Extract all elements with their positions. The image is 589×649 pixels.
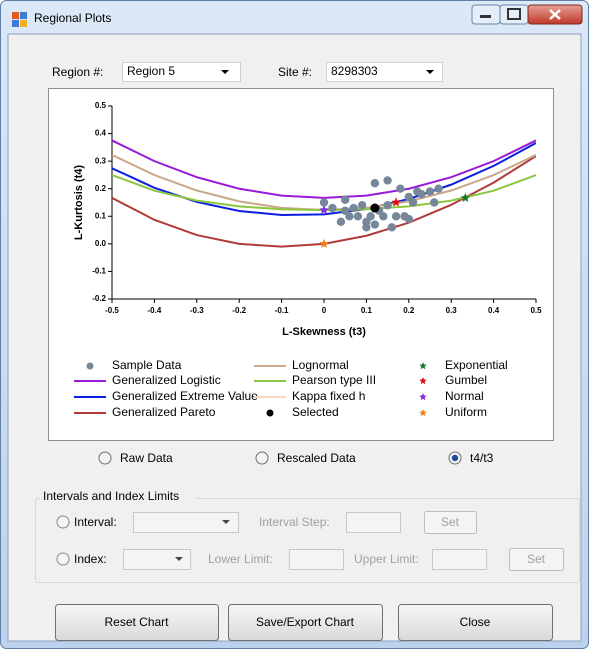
data-point	[362, 218, 370, 226]
data-point	[341, 196, 349, 204]
data-point	[388, 223, 396, 231]
button-label: Save/Export Chart	[256, 615, 355, 629]
y-tick-label: 0.5	[95, 101, 107, 110]
data-point	[383, 201, 391, 209]
page: Regional Plots Region #: Region 5 Site #…	[0, 0, 589, 649]
index-radio[interactable]	[57, 553, 69, 565]
legend-label: Gumbel	[445, 373, 487, 387]
x-tick-label: -0.4	[148, 306, 162, 315]
legend-label: Pearson type III	[292, 373, 376, 387]
legend-label: Generalized Pareto	[112, 405, 216, 419]
x-tick-label: -0.1	[275, 306, 289, 315]
legend-label: Exponential	[445, 358, 508, 372]
site-label: Site #:	[278, 65, 312, 79]
interval-step-input[interactable]	[347, 513, 401, 533]
radio-dot	[452, 455, 458, 461]
data-point	[354, 212, 362, 220]
set-index-text: Set	[527, 552, 546, 566]
data-point	[417, 190, 425, 198]
data-point	[341, 207, 349, 215]
set-interval-text: Set	[441, 515, 460, 529]
y-tick-label: 0.0	[95, 239, 107, 248]
data-point	[426, 187, 434, 195]
data-point	[405, 215, 413, 223]
index-label: Index:	[74, 552, 107, 566]
index-combo[interactable]	[124, 550, 191, 570]
legend-label: Generalized Logistic	[112, 373, 221, 387]
chart-panel	[49, 89, 554, 441]
data-point	[328, 204, 336, 212]
view-radio[interactable]	[449, 452, 461, 464]
data-point	[349, 204, 357, 212]
legend-swatch	[267, 410, 274, 417]
y-axis-title: L-Kurtosis (t4)	[73, 165, 85, 241]
data-point	[337, 218, 345, 226]
window-title: Regional Plots	[34, 11, 111, 25]
button-row: Reset Chart Save/Export Chart Close	[56, 605, 553, 641]
data-point	[371, 179, 379, 187]
view-radio[interactable]	[99, 452, 111, 464]
data-point	[379, 212, 387, 220]
legend-label: Sample Data	[112, 358, 182, 372]
x-tick-label: 0.5	[530, 306, 542, 315]
data-point	[358, 201, 366, 209]
x-tick-label: 0.2	[403, 306, 415, 315]
x-tick-label: -0.2	[232, 306, 246, 315]
legend-label: Lognormal	[292, 358, 349, 372]
window: Regional Plots Region #: Region 5 Site #…	[0, 0, 589, 649]
data-point	[371, 220, 379, 228]
y-tick-label: 0.2	[95, 184, 107, 193]
y-tick-label: -0.2	[92, 294, 106, 303]
x-tick-label: 0	[322, 306, 327, 315]
interval-combo[interactable]	[134, 513, 239, 533]
region-label: Region #:	[52, 65, 103, 79]
data-point	[392, 212, 400, 220]
upper-limit-label: Upper Limit:	[354, 552, 419, 566]
view-label: t4/t3	[470, 451, 494, 465]
button-label: Reset Chart	[104, 615, 169, 629]
x-tick-label: 0.1	[361, 306, 373, 315]
radio-circle	[99, 452, 111, 464]
data-point	[430, 198, 438, 206]
interval-radio[interactable]	[57, 516, 69, 528]
maximize-button[interactable]	[500, 5, 528, 24]
x-tick-label: -0.3	[190, 306, 204, 315]
interval-label: Interval:	[74, 515, 117, 529]
legend-label: Uniform	[445, 405, 487, 419]
interval-step-label: Interval Step:	[259, 515, 330, 529]
y-tick-label: 0.1	[95, 211, 107, 220]
site-value: 8298303	[331, 64, 378, 78]
data-point	[409, 198, 417, 206]
legend-label: Generalized Extreme Value	[112, 389, 258, 403]
x-tick-label: -0.5	[105, 306, 119, 315]
legend-label: Selected	[292, 405, 339, 419]
view-label: Raw Data	[120, 451, 173, 465]
y-tick-label: 0.3	[95, 156, 107, 165]
legend-label: Kappa fixed h	[292, 389, 365, 403]
x-axis-title: L-Skewness (t3)	[282, 326, 366, 338]
data-point	[383, 176, 391, 184]
x-tick-label: 0.4	[488, 306, 500, 315]
lower-limit-label: Lower Limit:	[208, 552, 273, 566]
button-label: Close	[460, 615, 491, 629]
data-point	[396, 185, 404, 193]
legend-swatch	[87, 363, 94, 370]
close-button[interactable]	[528, 5, 582, 24]
minimize-button[interactable]	[472, 5, 500, 24]
view-label: Rescaled Data	[277, 451, 356, 465]
radio-circle	[256, 452, 268, 464]
data-point	[370, 204, 379, 213]
y-tick-label: 0.4	[95, 129, 107, 138]
y-tick-label: -0.1	[92, 267, 106, 276]
x-tick-label: 0.3	[446, 306, 458, 315]
data-point	[434, 185, 442, 193]
view-radio[interactable]	[256, 452, 268, 464]
region-value: Region 5	[127, 64, 175, 78]
upper-limit-input[interactable]	[433, 550, 487, 570]
lower-limit-input[interactable]	[290, 550, 344, 570]
group-title: Intervals and Index Limits	[43, 489, 179, 503]
legend-label: Normal	[445, 389, 484, 403]
